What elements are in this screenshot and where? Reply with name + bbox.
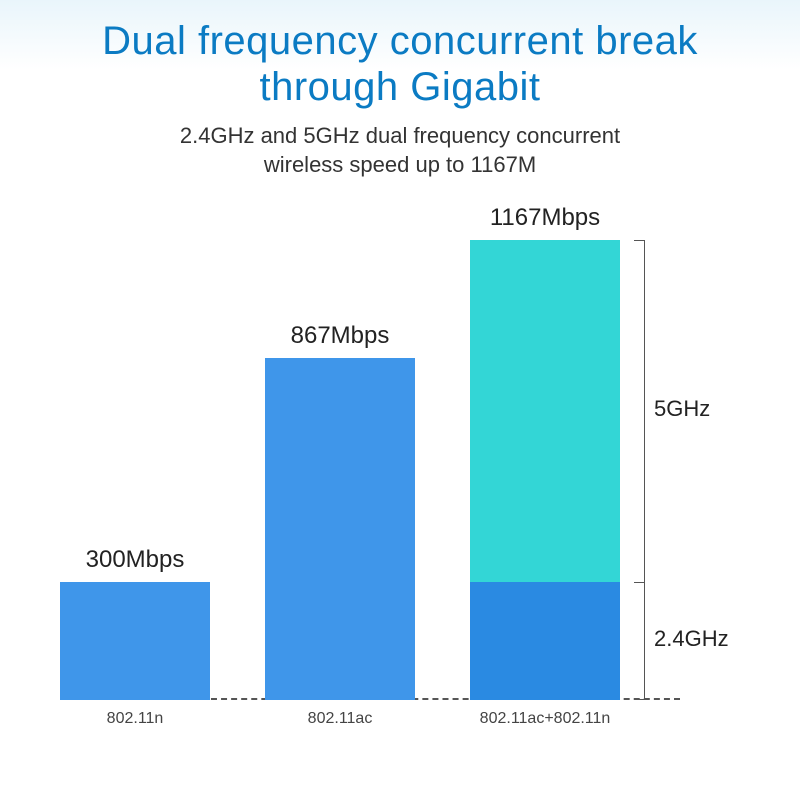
bar-80211ac: 867Mbps 802.11ac — [265, 358, 415, 700]
bar-value-label: 867Mbps — [245, 322, 435, 350]
x-category-label: 802.11ac — [225, 710, 455, 728]
x-category-label: 802.11n — [20, 710, 250, 728]
bracket-label-2p4ghz: 2.4GHz — [654, 626, 729, 652]
bar-segment-2p4ghz — [470, 582, 620, 700]
subtitle-line1: 2.4GHz and 5GHz dual frequency concurren… — [180, 123, 620, 148]
subtitle-line2: wireless speed up to 1167M — [264, 152, 536, 177]
bar-value-label: 300Mbps — [40, 546, 230, 574]
bar-chart: 300Mbps 802.11n 867Mbps 802.11ac 1167Mbp… — [60, 200, 740, 730]
bar-segment — [60, 582, 210, 700]
page-subtitle: 2.4GHz and 5GHz dual frequency concurren… — [0, 122, 800, 179]
bar-segment-5ghz — [470, 240, 620, 582]
bracket-divider-tick — [634, 582, 644, 583]
title-line1: Dual frequency concurrent break — [102, 19, 698, 63]
stack-bracket — [634, 240, 645, 700]
bar-80211n: 300Mbps 802.11n — [60, 582, 210, 700]
bar-value-label: 1167Mbps — [450, 204, 640, 232]
page-title: Dual frequency concurrent break through … — [0, 18, 800, 110]
title-line2: through Gigabit — [259, 65, 540, 109]
bar-80211ac-plus-n: 1167Mbps 802.11ac+802.11n — [470, 240, 620, 700]
x-category-label: 802.11ac+802.11n — [430, 710, 660, 728]
bracket-label-5ghz: 5GHz — [654, 396, 710, 422]
bar-segment — [265, 358, 415, 700]
